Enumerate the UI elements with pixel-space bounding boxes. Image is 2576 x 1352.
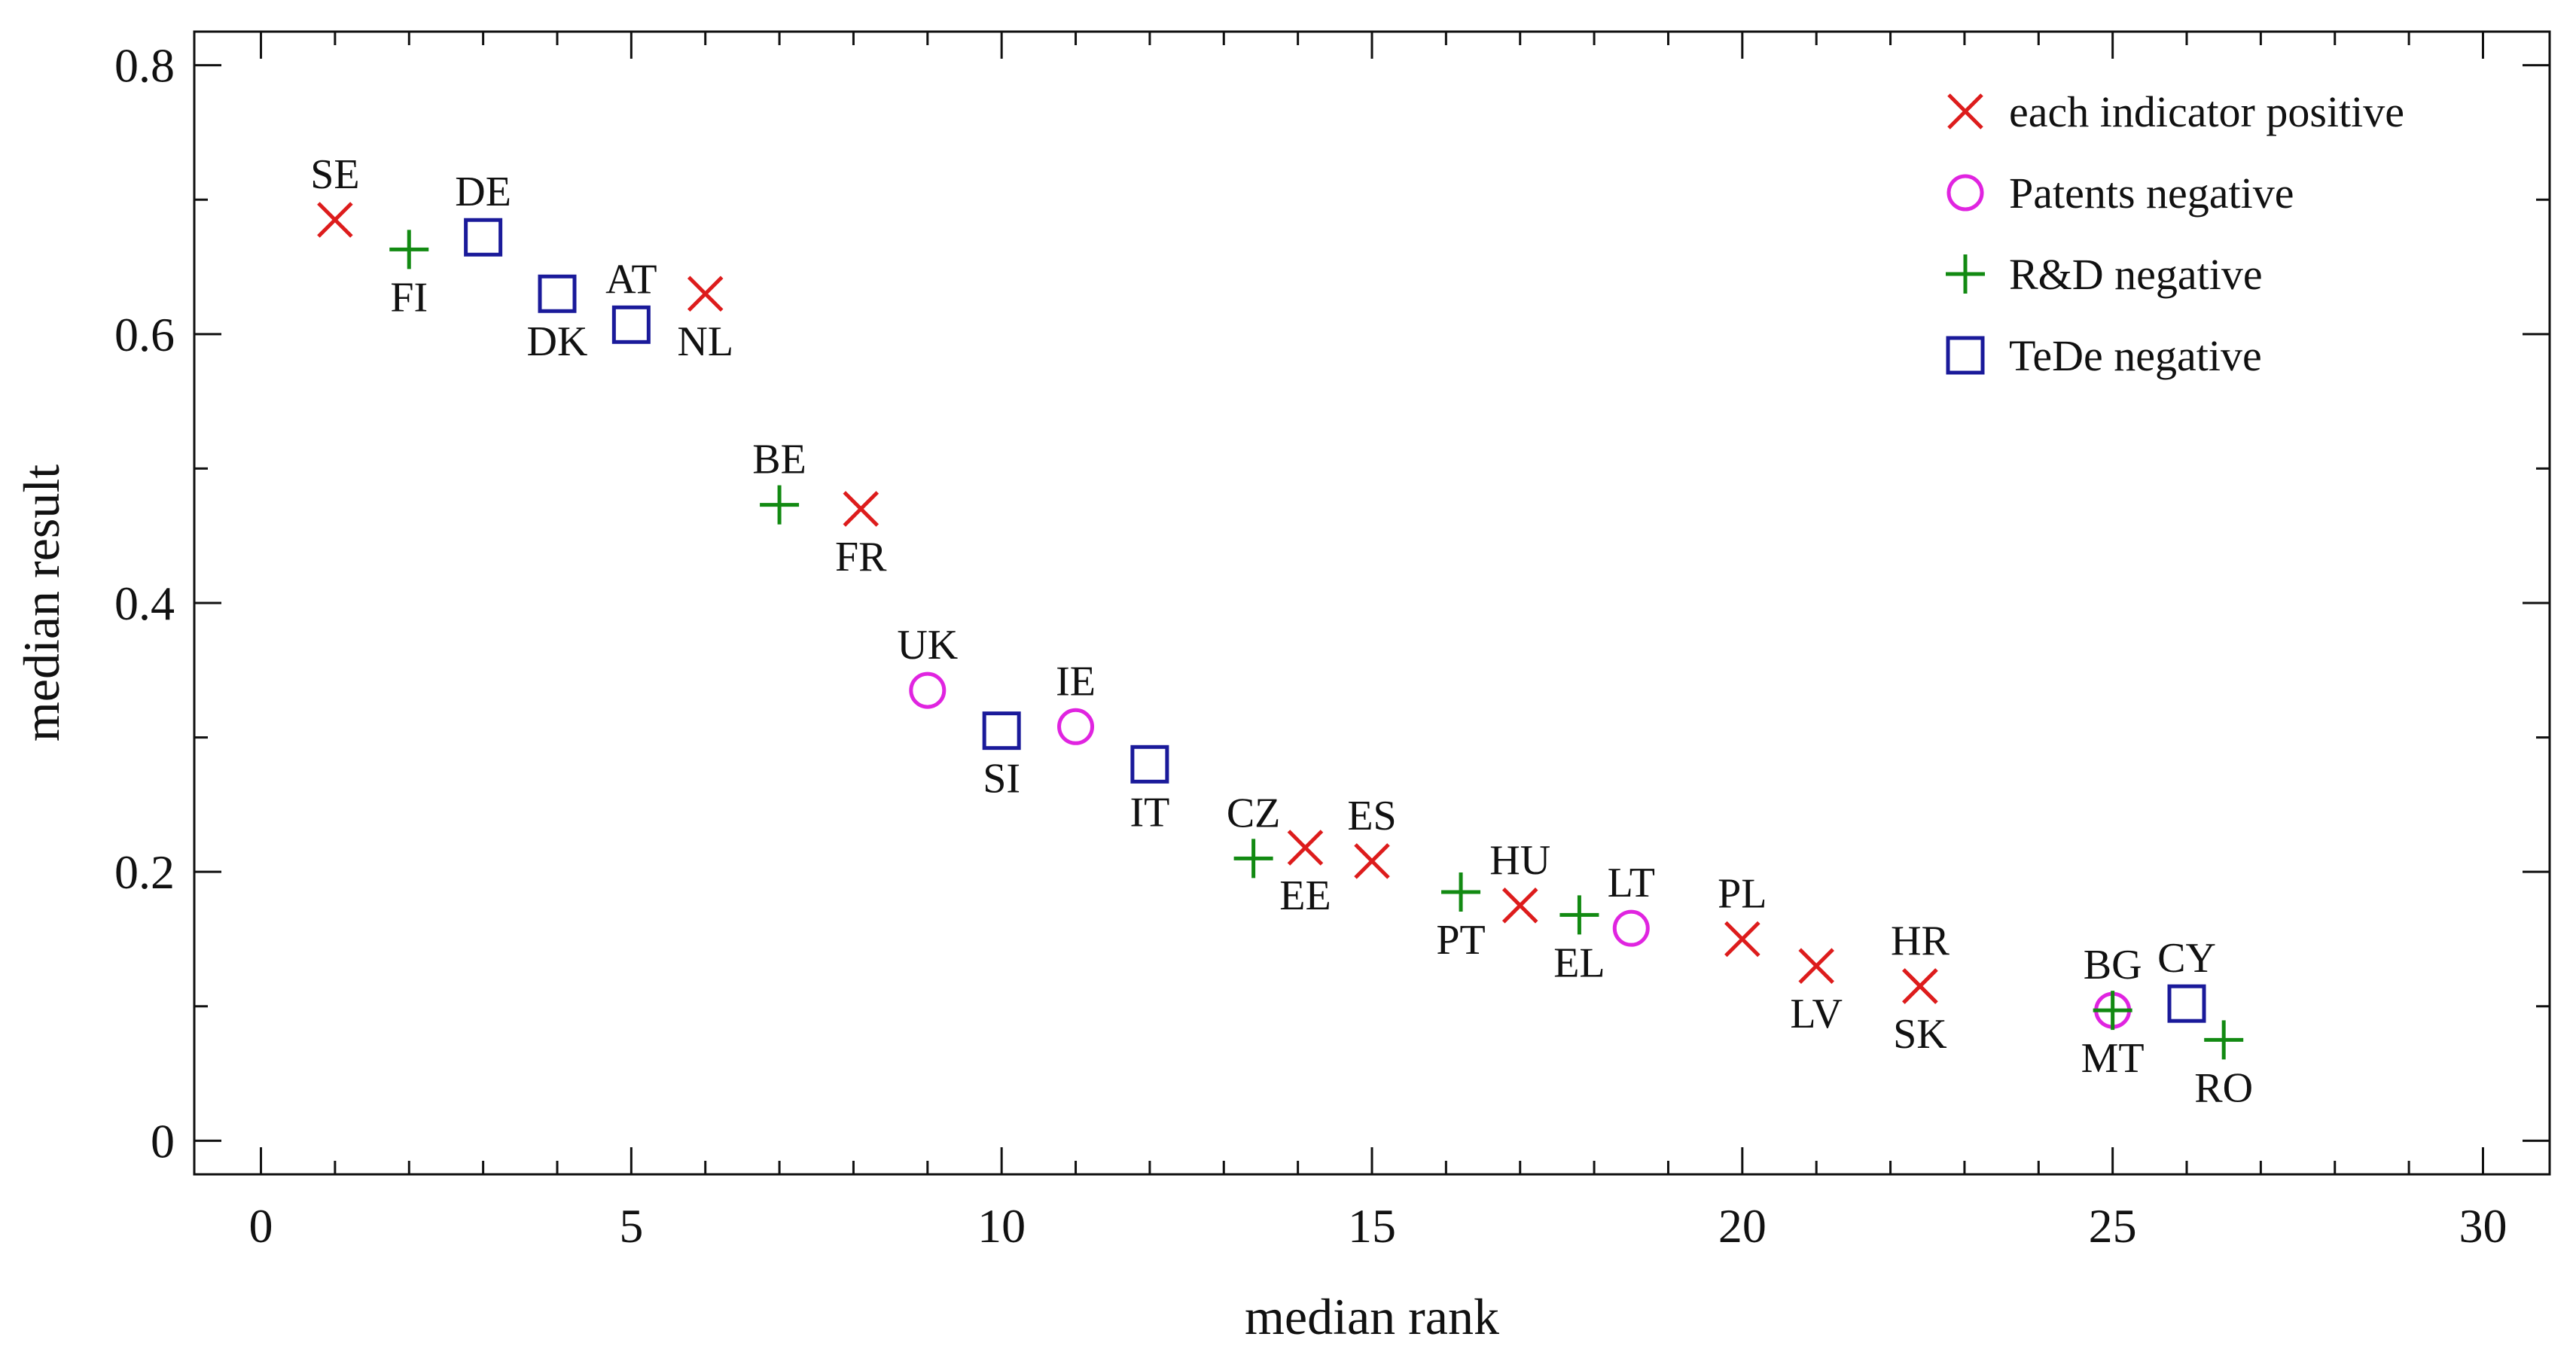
point-mt [2093,991,2132,1031]
point-label-mt: MT [2081,1035,2145,1082]
point-label-lt: LT [1608,860,1655,906]
point-sk [1902,968,1938,1004]
point-ie [1057,708,1095,745]
point-cz [1233,839,1273,878]
point-el [1559,895,1599,935]
point-label-de: DE [455,169,511,215]
legend-label: each indicator positive [2009,87,2404,136]
x-tick-label: 5 [619,1199,643,1253]
point-fr [843,491,879,527]
y-axis-title: median result [13,464,70,741]
point-si [982,711,1021,751]
point-nl [687,276,724,312]
point-label-si: SI [983,756,1020,802]
point-pt [1441,872,1481,912]
point-label-be: BE [752,437,806,483]
legend-marker-circle [1946,174,1984,212]
point-label-ie: IE [1056,658,1096,705]
point-label-fi: FI [390,274,428,321]
x-tick-label: 0 [249,1199,273,1253]
point-dk [538,274,577,313]
point-be [760,485,800,525]
legend-marker-plus [1946,254,1985,294]
point-label-fr: FR [835,534,887,580]
legend-label: Patents negative [2009,169,2294,218]
point-label-pt: PT [1436,917,1485,964]
y-tick-label: 0.6 [114,308,175,361]
point-lt [1612,909,1650,947]
point-label-cy: CY [2157,935,2216,982]
point-cy [2167,984,2206,1023]
axis-tick-labels: 0 5 10 15 20 25 30 0 0.2 0.4 0.6 0.8 [114,39,2507,1253]
legend-marker-x [1947,93,1983,129]
x-tick-label: 20 [1718,1199,1767,1253]
point-de [464,218,503,257]
point-label-hr: HR [1891,918,1950,964]
point-label-el: EL [1553,939,1605,986]
legend: each indicator positive Patents negative R… [1946,87,2404,380]
point-hu [1501,888,1538,924]
point-label-it: IT [1129,789,1169,836]
legend-label: TeDe negative [2009,331,2262,380]
axis-ticks [194,32,2550,1174]
point-it [1130,745,1169,784]
point-ee [1287,830,1324,866]
point-se [317,202,353,238]
y-tick-label: 0.2 [114,845,175,899]
point-pl [1724,921,1761,958]
point-ro [2204,1020,2244,1060]
point-label-sk: SK [1893,1011,1947,1058]
legend-label: R&D negative [2009,250,2263,299]
x-tick-label: 30 [2459,1199,2507,1253]
point-label-dk: DK [527,318,588,365]
point-label-ee: EE [1279,872,1331,919]
point-label-lv: LV [1790,991,1843,1037]
point-lv [1798,948,1834,984]
x-tick-label: 10 [977,1199,1026,1253]
point-uk [909,671,947,709]
x-tick-label: 25 [2089,1199,2137,1253]
point-label-hu: HU [1489,837,1550,884]
point-labels: SE NL FR EE ES HU PL LV HR SK UK IE LT BG FI BE CZ PT EL MT… [310,151,2253,1111]
y-tick-label: 0.4 [114,577,175,630]
data-points [317,202,2244,1060]
legend-marker-square [1946,336,1985,375]
y-tick-label: 0 [151,1114,175,1168]
point-label-pl: PL [1718,870,1767,917]
point-at [611,305,651,344]
point-label-at: AT [605,256,657,303]
point-label-es: ES [1347,793,1396,839]
point-es [1354,843,1390,879]
point-label-cz: CZ [1227,790,1281,836]
point-label-bg: BG [2084,942,2142,988]
y-tick-label: 0.8 [114,39,175,93]
point-fi [389,230,429,269]
point-label-se: SE [310,151,359,198]
point-label-nl: NL [677,318,733,365]
x-tick-label: 15 [1348,1199,1396,1253]
point-label-uk: UK [897,622,958,668]
x-axis-title: median rank [1245,1288,1499,1345]
point-label-ro: RO [2194,1064,2253,1111]
